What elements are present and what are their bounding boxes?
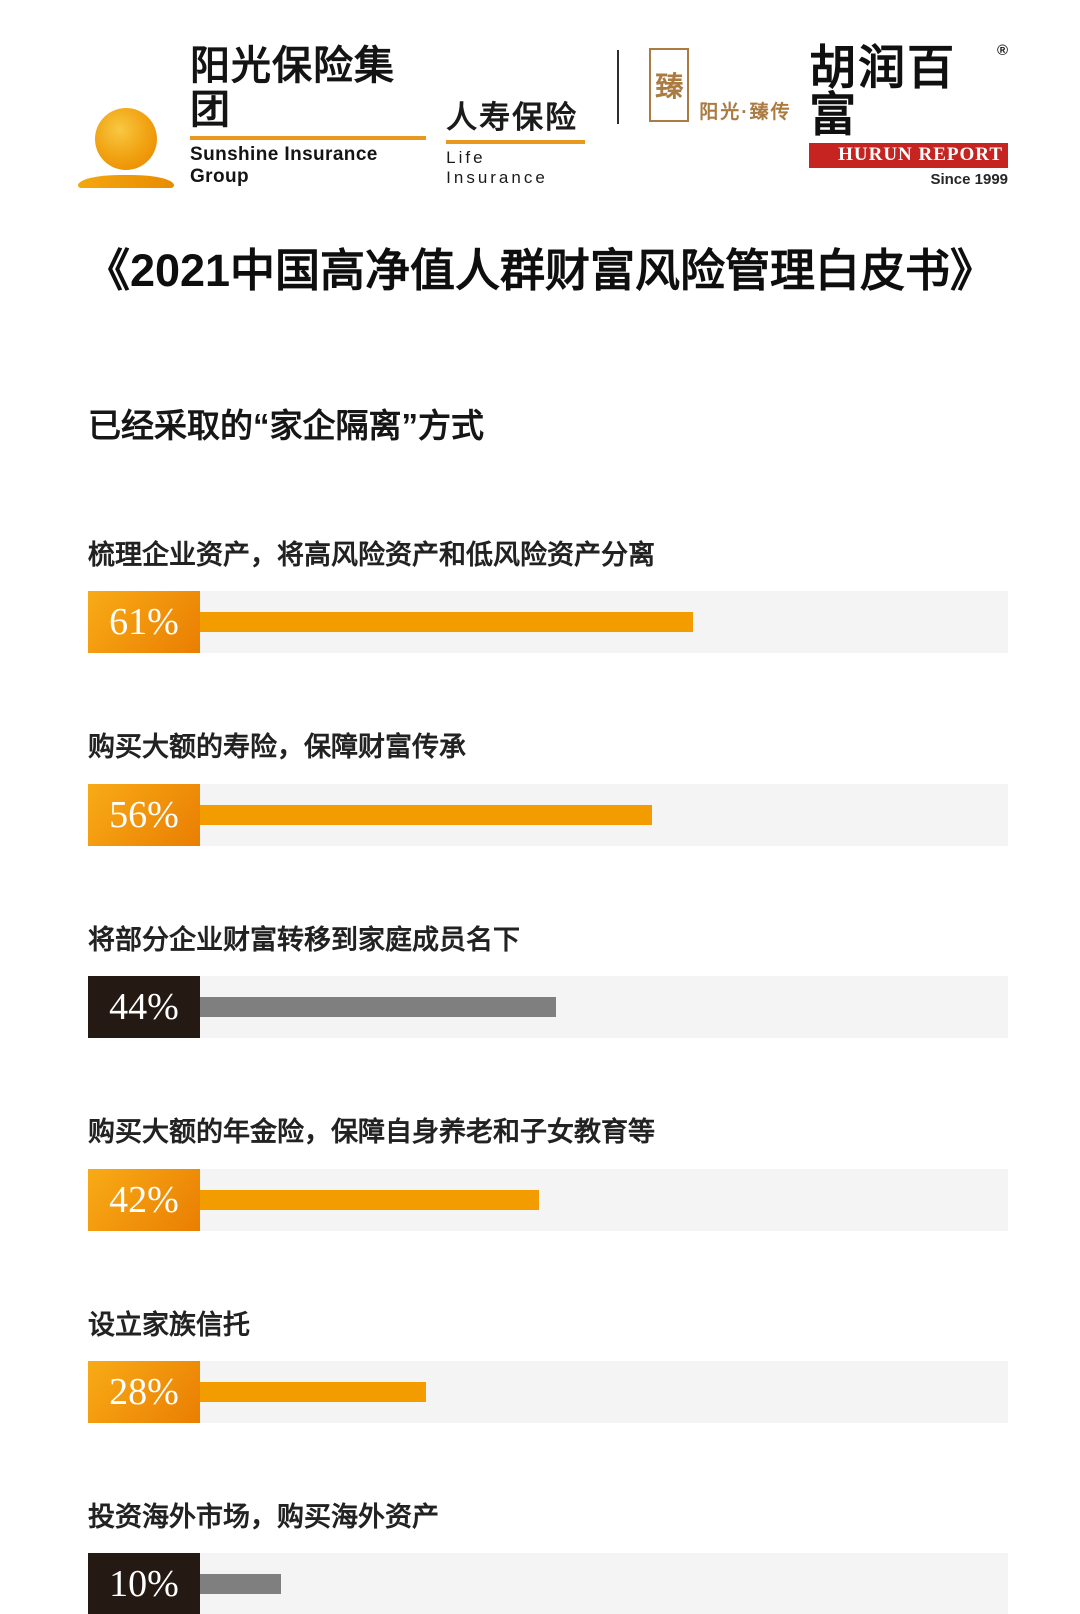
bar-category-label: 将部分企业财富转移到家庭成员名下 [88,924,520,955]
bar-category-label: 购买大额的年金险，保障自身养老和子女教育等 [88,1117,655,1148]
bar-category-label: 投资海外市场，购买海外资产 [88,1501,439,1532]
bar-area [200,1361,1008,1423]
sunshine-brand-block: 阳光保险集团 Sunshine Insurance Group [190,44,427,188]
chart-row: 购买大额的年金险，保障自身养老和子女教育等 42% [88,1116,1008,1231]
bar-track: 28% [88,1360,1008,1423]
life-underline [446,140,586,144]
life-insurance-block: 人寿保险 Life Insurance [446,99,586,188]
bar-fill [200,1381,427,1402]
bar-area [200,1553,1008,1614]
bar-value-box: 44% [88,976,200,1039]
sun-hill-icon [78,175,174,188]
sunshine-name-cn: 阳光保险集团 [190,44,395,132]
bar-category-label: 梳理企业资产，将高风险资产和低风险资产分离 [88,540,655,570]
bar-chart: 梳理企业资产，将高风险资产和低风险资产分离 61% 购买大额的寿险，保障财富传承… [88,539,1008,1614]
hurun-logo: 胡润百富 ® HURUN REPORT Since 1999 [809,41,1009,188]
zhen-seal-icon: 臻 [649,48,690,122]
chart-row: 将部分企业财富转移到家庭成员名下 44% [88,924,1008,1039]
zhenchuan-label: 阳光·臻传 [699,102,792,123]
sunshine-name-en: Sunshine Insurance Group [190,144,378,187]
sun-icon [78,108,174,188]
bar-area [200,591,1008,653]
life-insurance-en: Life Insurance [446,148,548,187]
chart-row: 梳理企业资产，将高风险资产和低风险资产分离 61% [88,539,1008,654]
bar-value-box: 28% [88,1360,200,1423]
bar-category-label: 购买大额的寿险，保障财富传承 [88,732,466,763]
bar-value-box: 10% [88,1553,200,1614]
life-insurance-cn: 人寿保险 [446,99,579,135]
hurun-name-row: 胡润百富 ® [809,41,1009,141]
bar-value-box: 61% [88,591,200,654]
bar-value-label: 10% [109,1563,179,1606]
hurun-since: Since 1999 [930,171,1009,188]
bar-value-label: 28% [109,1370,179,1413]
bar-fill [200,612,693,633]
bar-track: 10% [88,1553,1008,1614]
bar-area [200,1169,1008,1231]
sun-circle-icon [95,108,157,170]
brand-underline [190,136,427,140]
sunshine-logo: 阳光保险集团 Sunshine Insurance Group 人寿保险 Lif… [78,44,586,188]
bar-fill [200,1574,281,1595]
bar-area [200,784,1008,846]
bar-value-label: 56% [109,793,179,836]
bar-track: 61% [88,591,1008,654]
chart-row: 设立家族信托 28% [88,1309,1008,1423]
header: 阳光保险集团 Sunshine Insurance Group 人寿保险 Lif… [0,0,1080,188]
bar-area [200,976,1008,1038]
bar-fill [200,997,556,1018]
zhenchuan-logo: 臻 阳光·臻传 [649,48,809,130]
header-divider [617,50,620,124]
bar-fill [200,1189,540,1210]
page-title: 《2021中国高净值人群财富风险管理白皮书》 [84,245,996,296]
chart-row: 购买大额的寿险，保障财富传承 56% [88,731,1008,846]
chart-row: 投资海外市场，购买海外资产 10% [88,1501,1008,1614]
hurun-name-cn: 胡润百富 [809,41,957,141]
bar-fill [200,804,653,825]
bar-value-box: 42% [88,1168,200,1231]
bar-value-label: 42% [109,1178,179,1221]
registered-mark-icon: ® [996,42,1009,59]
bar-category-label: 设立家族信托 [88,1309,250,1340]
hurun-report-banner: HURUN REPORT [809,143,1009,168]
bar-track: 56% [88,783,1008,846]
bar-track: 44% [88,976,1008,1039]
bar-track: 42% [88,1168,1008,1231]
bar-value-label: 44% [109,986,179,1029]
bar-value-label: 61% [109,601,179,644]
section-heading: 已经采取的“家企隔离”方式 [88,407,484,444]
bar-value-box: 56% [88,783,200,846]
